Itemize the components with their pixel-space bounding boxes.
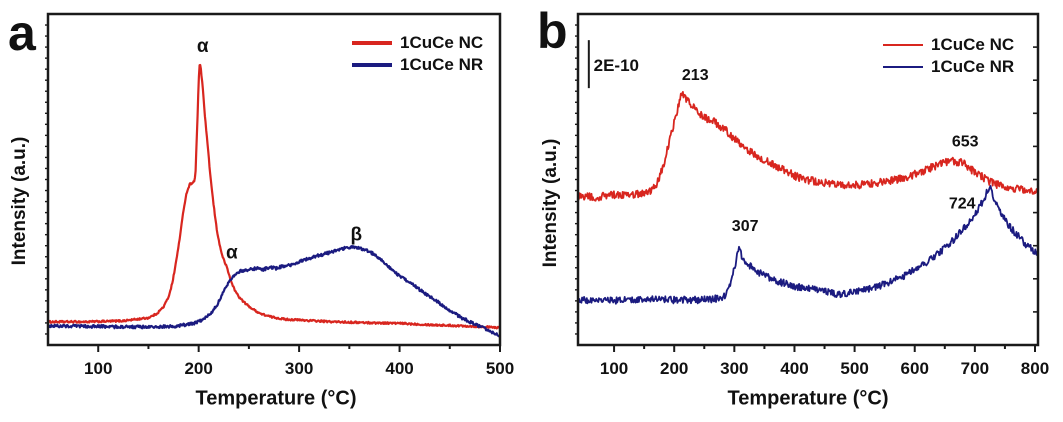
curve-1cuce-nr [577, 185, 1039, 305]
legend-entry: 1CuCe NR [352, 54, 483, 76]
x-tick-label: 400 [385, 359, 413, 378]
legend-label: 1CuCe NR [931, 57, 1015, 76]
legend-entry: 1CuCe NC [883, 34, 1014, 56]
x-tick-label: 800 [1021, 359, 1049, 378]
x-tick-label: 500 [840, 359, 868, 378]
peak-label: 653 [952, 133, 979, 150]
peak-label: 724 [949, 196, 976, 213]
curve-1cuce-nr [46, 245, 501, 338]
panel-b-legend: 1CuCe NC 1CuCe NR [883, 34, 1014, 78]
legend-line-sample [883, 65, 923, 69]
legend-label: 1CuCe NC [400, 33, 484, 52]
legend-line-sample [883, 43, 923, 47]
panel-a-plot-area: 100 200 300 400 500 α α β [45, 12, 514, 378]
plot-frame [576, 12, 1040, 347]
x-tick-label: 100 [600, 359, 628, 378]
x-tick-label: 200 [660, 359, 688, 378]
panel-a-letter: a [8, 5, 36, 61]
x-tick-label: 200 [184, 359, 212, 378]
legend-line-sample [352, 63, 392, 67]
curve-1cuce-nc [577, 91, 1039, 202]
peak-label: α [226, 242, 238, 263]
scale-bar-label: 2E-10 [594, 56, 639, 75]
x-tick-label: 300 [285, 359, 313, 378]
legend-entry: 1CuCe NR [883, 56, 1014, 78]
x-tick-label: 300 [720, 359, 748, 378]
legend-line-sample [352, 41, 392, 45]
curve-1cuce-nc [47, 63, 501, 330]
legend-label: 1CuCe NR [400, 55, 484, 74]
peak-label: α [197, 36, 209, 57]
x-tick-label: 100 [84, 359, 112, 378]
x-tick-label: 400 [780, 359, 808, 378]
x-tick-label: 500 [486, 359, 514, 378]
peak-label: 307 [732, 218, 759, 235]
panel-b-letter: b [537, 3, 568, 59]
panel-b-x-axis-label: Temperature (°C) [727, 387, 889, 410]
legend-label: 1CuCe NC [931, 35, 1015, 54]
x-tick-label: 600 [901, 359, 929, 378]
panel-b-plot-area: 100 200 300 400 500 600 700 800 2E-10 213 307 653 72… [575, 12, 1049, 378]
x-tick-label: 700 [961, 359, 989, 378]
peak-label: β [351, 225, 363, 246]
peak-label: 213 [682, 67, 709, 84]
panel-a-legend: 1CuCe NC 1CuCe NR [352, 32, 483, 76]
panel-a-x-axis-label: Temperature (°C) [195, 387, 357, 410]
legend-entry: 1CuCe NC [352, 32, 483, 54]
plot-frame [46, 12, 502, 347]
